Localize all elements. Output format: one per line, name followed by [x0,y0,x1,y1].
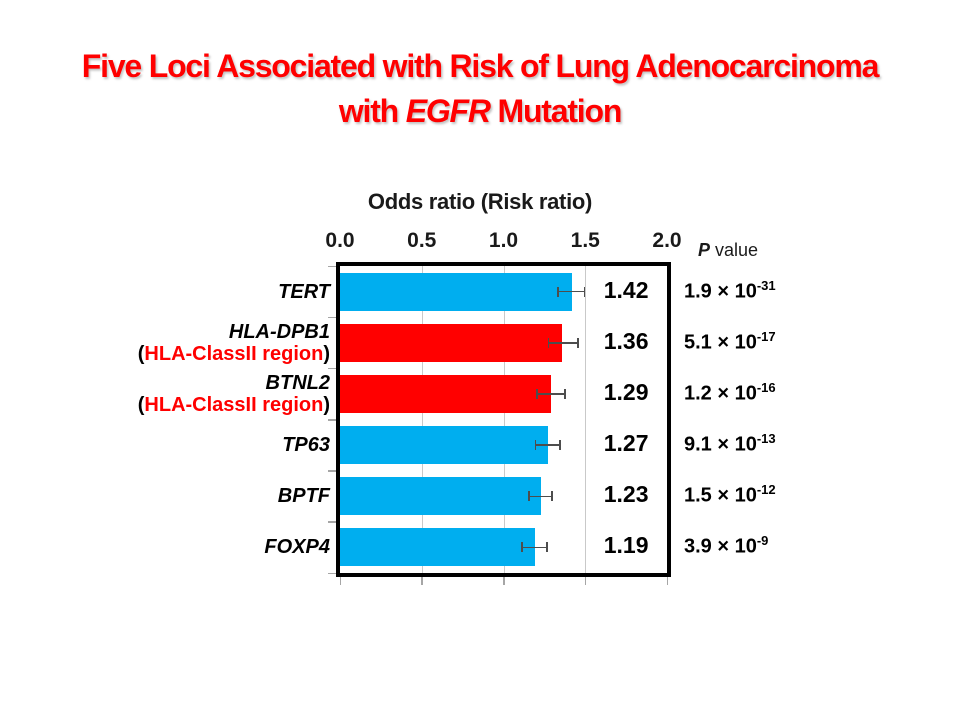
error-bar-cap [559,440,561,451]
category-label: BTNL2 (HLA-ClassII region) [60,372,330,416]
p-header-italic-p: P [698,240,711,260]
value-label: 1.23 [603,481,649,508]
bar [340,426,548,465]
category-label: TERT [60,281,330,303]
plot-box [336,262,671,577]
value-label: 1.42 [603,276,649,303]
error-bar-line [521,546,548,549]
category-label: HLA-DPB1 (HLA-ClassII region) [60,321,330,365]
p-value-exponent: -31 [756,277,776,293]
p-value-exponent: -12 [756,482,776,498]
chart-title: Odds ratio (Risk ratio) [367,189,593,214]
gene-name: BPTF [277,485,330,508]
value-label: 1.29 [603,378,649,405]
error-bar-cap [546,542,548,553]
slide-title-line2-prefix: with [338,93,406,129]
value-label: 1.19 [603,532,649,559]
slide-title-line-2: with EGFR Mutation [0,89,960,134]
category-label: TP63 [60,434,330,456]
bottom-tick-mark [421,577,423,585]
error-bar-cap [557,286,559,297]
error-bar-cap [534,440,537,451]
bottom-tick-mark [584,577,587,585]
gene-name: TP63 [282,434,330,457]
axis-tick-label: 2.0 [652,229,682,252]
error-bar-line [534,444,561,446]
error-bar-line [547,342,579,344]
left-tick-mark [328,470,336,472]
error-bar-line [557,290,586,293]
error-bar-line [536,393,566,395]
gridline [585,266,587,573]
egfr-gene-label: EGFR [405,93,491,129]
p-value-exponent: -16 [756,379,776,395]
left-tick-mark [328,521,336,523]
gridline [421,266,423,573]
gene-name: HLA-DPB1 [228,320,330,343]
bar [340,528,535,567]
bar [340,272,573,311]
left-tick-mark [328,572,336,574]
error-bar-cap [547,337,550,348]
error-bar-cap [564,388,566,399]
gridline [503,266,505,573]
p-header-value-text: value [710,240,759,260]
p-value: 1.9 × 10-31 [684,277,776,303]
category-label: BPTF [60,485,330,507]
error-bar-line [528,495,553,497]
error-bar-cap [577,337,579,348]
axis-tick-label: 1.5 [570,229,600,252]
bottom-tick-mark [339,577,341,585]
region-name: HLA-ClassII region [144,342,324,365]
gene-name: BTNL2 [265,371,330,394]
region-sublabel: (HLA-ClassII region) [137,393,330,416]
error-bar-cap [536,388,538,399]
p-value-exponent: -17 [756,328,776,344]
p-value: 5.1 × 10-17 [684,328,776,354]
axis-tick-label: 0.5 [407,229,437,252]
p-value-exponent: -9 [756,533,769,549]
bar [340,477,542,516]
gene-name: FOXP4 [264,536,330,559]
left-tick-mark [328,316,336,319]
axis-tick-label: 0.0 [325,229,355,252]
slide-title-line2-suffix: Mutation [489,93,622,129]
region-sublabel: (HLA-ClassII region) [137,342,330,365]
value-label: 1.36 [603,327,649,354]
left-tick-mark [328,265,336,267]
p-value: 9.1 × 10-13 [684,431,776,456]
left-tick-mark [328,419,336,421]
error-bar-cap [528,491,530,502]
p-value: 1.2 × 10-16 [684,379,776,405]
category-label: FOXP4 [60,536,330,558]
region-name: HLA-ClassII region [144,393,324,416]
slide-title: Five Loci Associated with Risk of Lung A… [0,44,960,134]
gene-name: TERT [278,280,330,303]
error-bar-cap [521,542,523,553]
bottom-tick-mark [503,577,505,585]
axis-tick-label: 1.0 [488,229,519,252]
value-label: 1.27 [603,430,649,457]
bar [340,374,551,413]
error-bar-cap [551,491,553,502]
bottom-tick-mark [666,577,668,585]
p-value-column-header: P value [698,240,758,261]
p-value-exponent: -13 [756,431,776,447]
p-value: 3.9 × 10-9 [684,533,769,559]
left-tick-mark [328,367,336,370]
slide-title-line-1: Five Loci Associated with Risk of Lung A… [81,48,880,84]
p-value: 1.5 × 10-12 [684,482,776,507]
bar [340,323,563,362]
error-bar-cap [583,286,586,297]
